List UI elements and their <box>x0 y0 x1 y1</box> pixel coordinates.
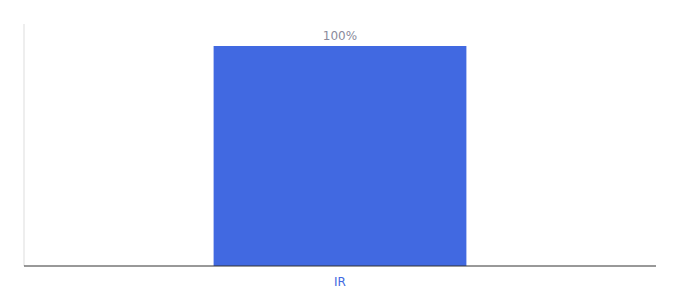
bar <box>214 46 467 266</box>
chart-svg: 100% IR <box>0 0 680 300</box>
plot-area: 100% IR <box>24 24 656 289</box>
data-label: 100% <box>323 29 357 43</box>
x-axis-line <box>24 266 656 267</box>
y-axis-line <box>24 24 25 266</box>
bars <box>214 46 467 266</box>
chart-container: 100% IR <box>0 0 680 300</box>
x-tick-label: IR <box>334 275 346 289</box>
data-labels: 100% <box>323 29 357 43</box>
